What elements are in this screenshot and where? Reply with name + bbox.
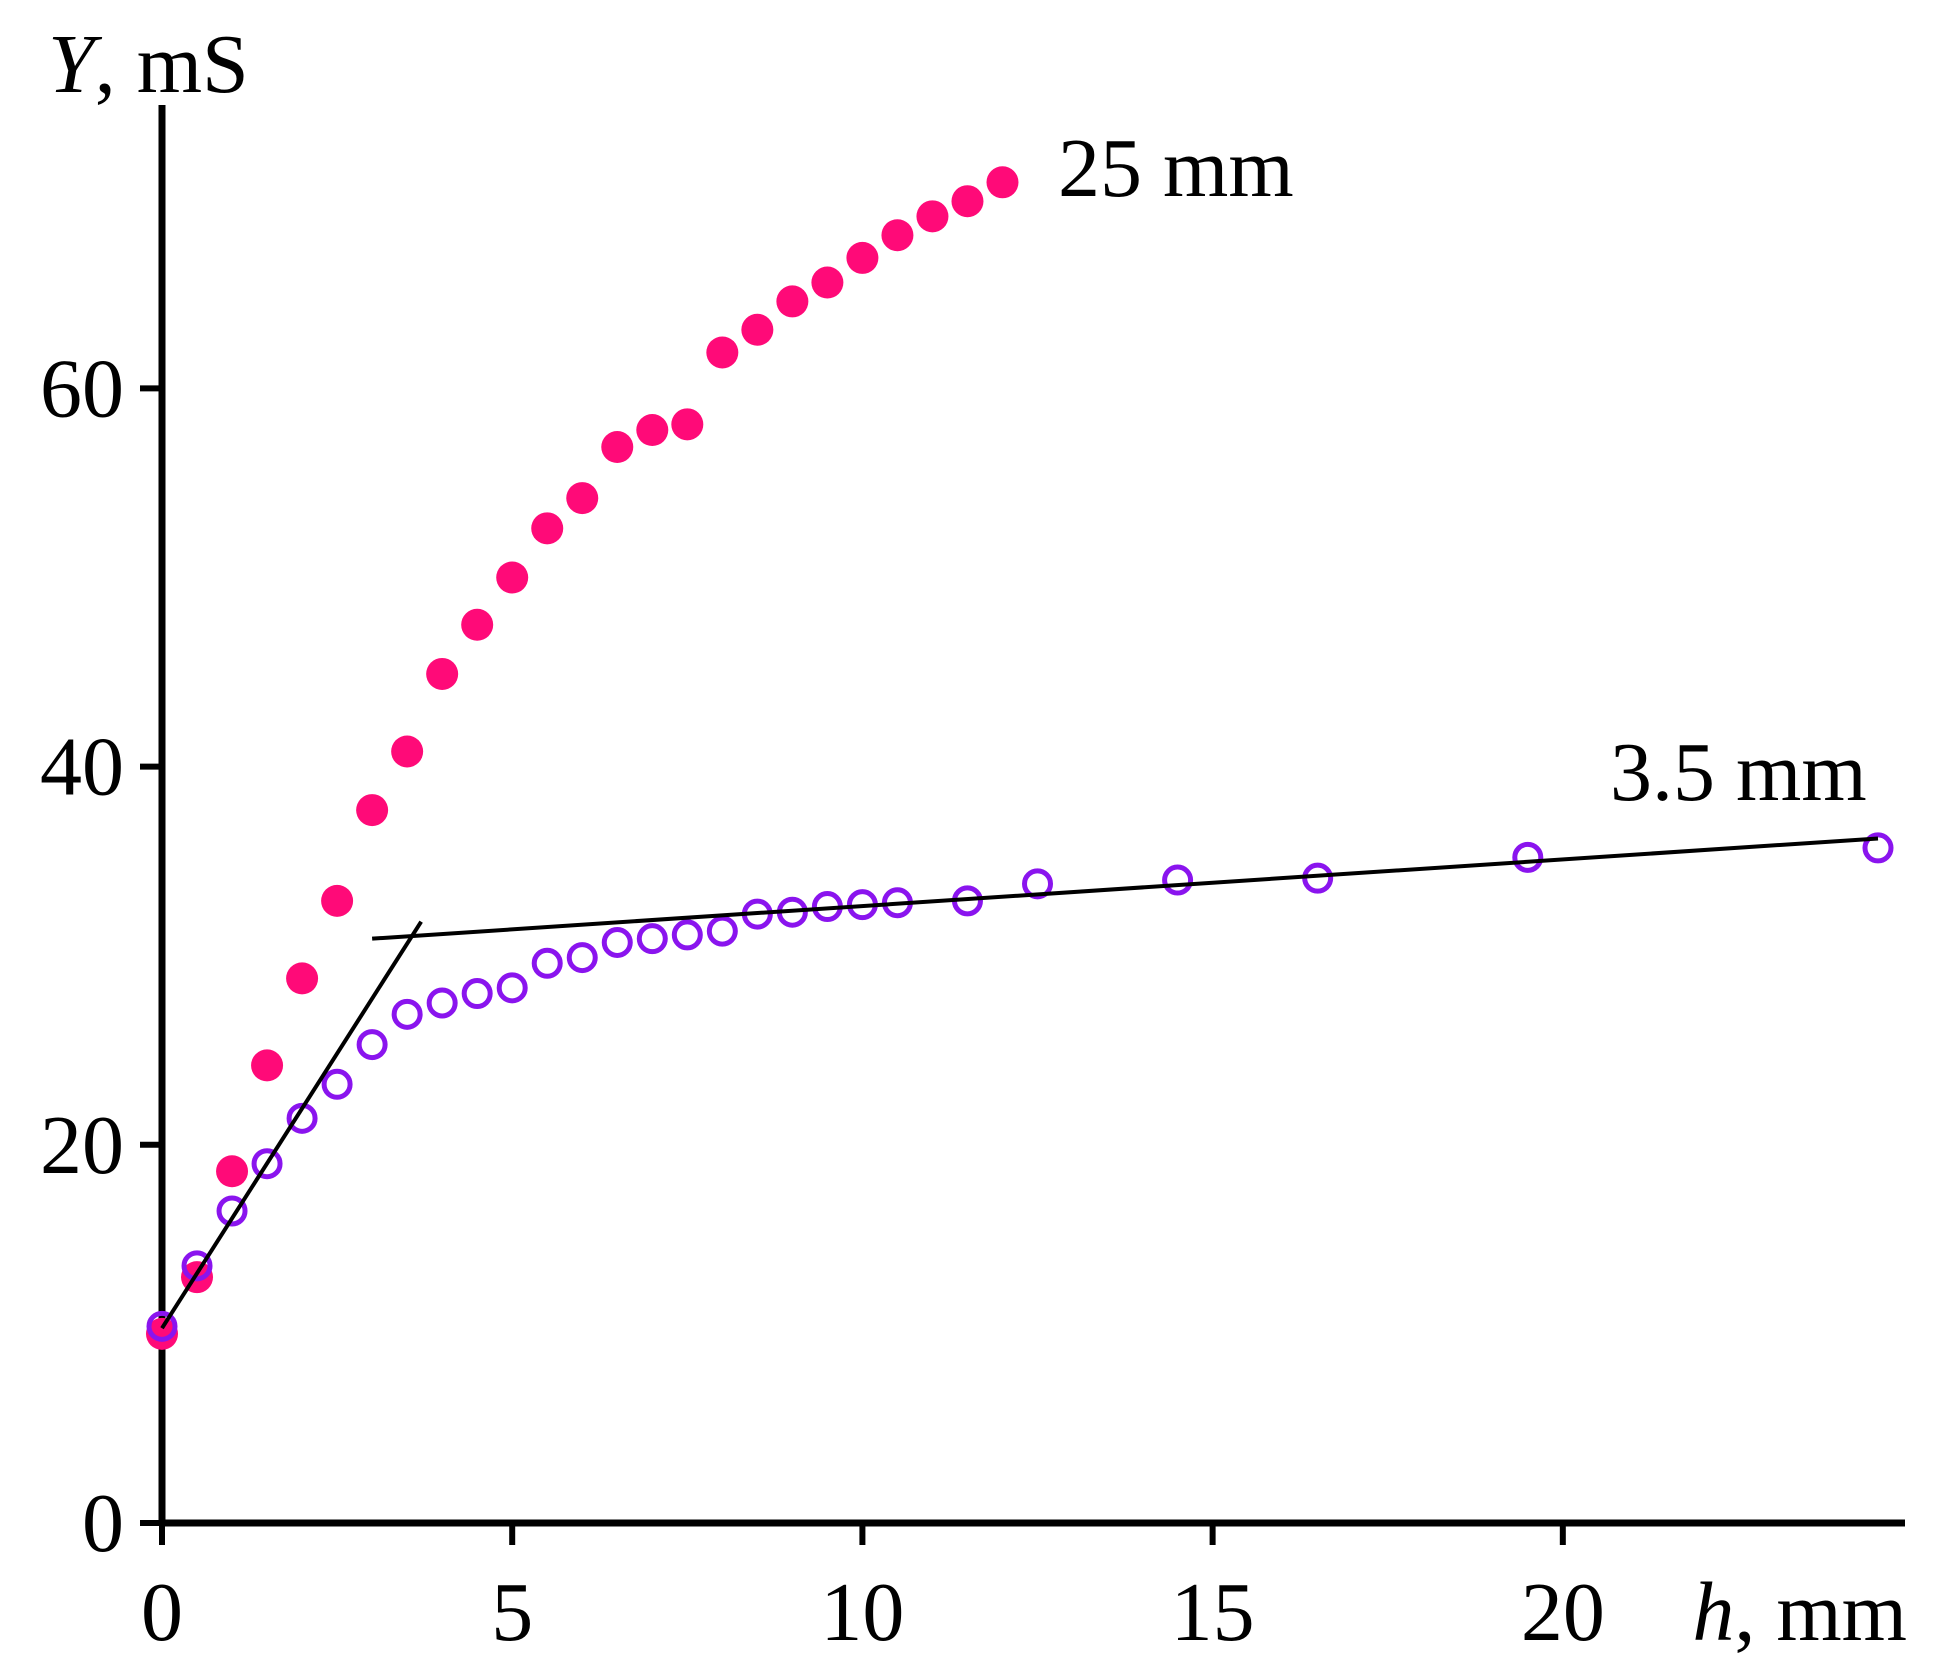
data-point — [356, 794, 389, 827]
data-point — [601, 926, 633, 958]
y-tick-label: 40 — [40, 721, 124, 814]
data-point — [426, 987, 458, 1019]
data-point — [216, 1195, 248, 1227]
data-point — [601, 431, 634, 464]
data-point — [706, 336, 739, 369]
series-1 — [146, 832, 1894, 1342]
data-point — [496, 561, 529, 594]
data-point — [1022, 868, 1054, 900]
data-point — [321, 884, 354, 917]
data-point — [426, 657, 459, 690]
data-point — [391, 735, 424, 768]
data-point — [636, 923, 668, 955]
data-point — [496, 972, 528, 1004]
data-point — [811, 266, 844, 299]
x-tick-label: 0 — [141, 1566, 183, 1659]
data-point — [706, 915, 738, 947]
y-tick-label: 60 — [40, 342, 124, 435]
data-point — [986, 166, 1019, 199]
data-point — [671, 919, 703, 951]
plateau-fit-line — [371, 836, 1879, 941]
initial-slope-fit-line — [160, 920, 423, 1330]
x-tick-label: 5 — [491, 1566, 533, 1659]
data-point — [951, 185, 984, 218]
data-point — [566, 482, 599, 515]
data-point — [461, 978, 493, 1010]
data-point — [636, 414, 669, 447]
data-point — [146, 1317, 178, 1350]
data-point — [566, 942, 598, 974]
data-point — [461, 608, 494, 641]
series-label-3-5mm: 3.5 mm — [1610, 726, 1867, 819]
data-point — [181, 1250, 213, 1282]
data-point — [1512, 841, 1544, 873]
data-point — [1862, 832, 1894, 864]
data-point — [531, 512, 564, 545]
data-point — [251, 1049, 284, 1082]
data-point — [356, 1029, 388, 1061]
data-point — [286, 962, 319, 995]
data-point — [321, 1068, 353, 1100]
x-axis-title: h, mm — [1692, 1566, 1907, 1659]
ticks: 0 5 10 15 20 0 20 40 60 — [40, 342, 1605, 1659]
y-tick-label: 0 — [82, 1477, 124, 1570]
data-point — [916, 200, 949, 233]
data-point — [216, 1155, 249, 1188]
data-point — [146, 1310, 178, 1342]
x-tick-label: 10 — [820, 1566, 904, 1659]
y-axis-title: Y, mS — [48, 18, 249, 111]
axes — [158, 105, 1905, 1527]
data-point — [846, 241, 879, 274]
series-label-25mm: 25 mm — [1058, 122, 1294, 215]
data-point — [741, 313, 774, 346]
y-tick-label: 20 — [40, 1099, 124, 1192]
x-tick-label: 15 — [1171, 1566, 1255, 1659]
data-point — [881, 219, 914, 252]
data-point — [391, 998, 423, 1030]
data-point — [531, 947, 563, 979]
data-point — [671, 408, 704, 441]
data-point — [1162, 864, 1194, 896]
x-tick-label: 20 — [1521, 1566, 1605, 1659]
data-point — [251, 1148, 283, 1180]
fit-lines — [160, 836, 1879, 1330]
data-point — [776, 285, 809, 318]
